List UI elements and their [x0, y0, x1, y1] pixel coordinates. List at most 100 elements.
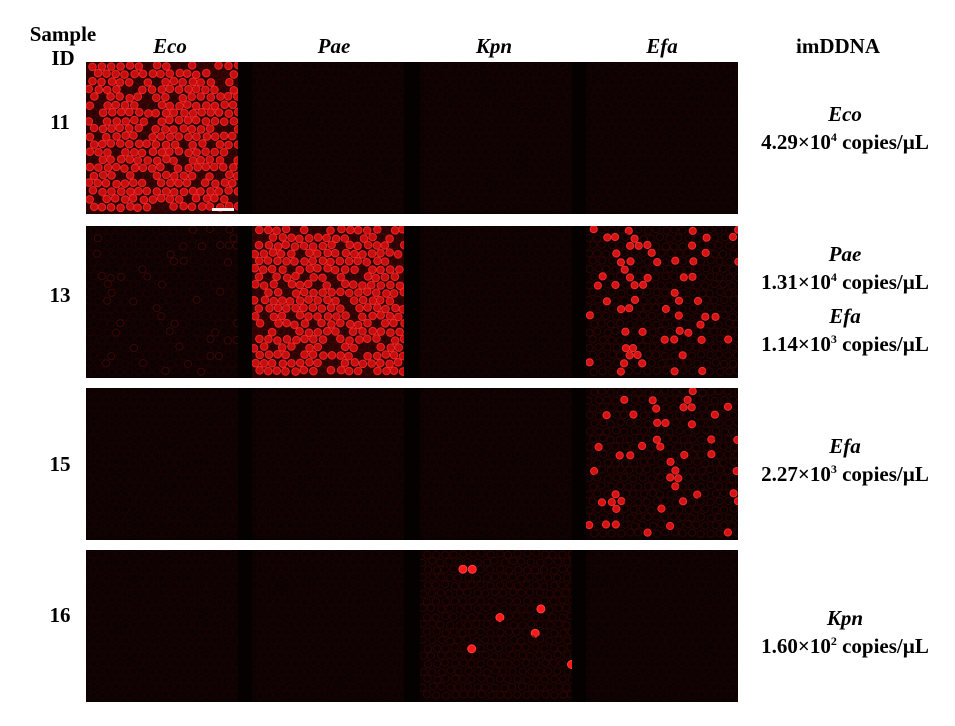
droplet [446, 311, 455, 321]
droplet [725, 202, 734, 211]
droplet [92, 249, 102, 258]
droplet [121, 636, 130, 645]
droplet [523, 513, 532, 522]
droplet [255, 62, 264, 71]
droplet [372, 241, 382, 250]
droplet [322, 132, 332, 141]
droplet [436, 558, 445, 567]
droplet [371, 419, 380, 428]
droplet [728, 232, 738, 242]
droplet [545, 426, 554, 435]
droplet [586, 70, 593, 79]
droplet [147, 457, 157, 466]
droplet [559, 628, 568, 637]
droplet [567, 403, 572, 412]
droplet [420, 668, 428, 677]
droplet [562, 85, 571, 94]
droplet [309, 273, 319, 282]
droplet [433, 203, 442, 212]
droplet [233, 366, 238, 375]
droplet [386, 163, 395, 172]
droplet [107, 187, 116, 196]
droplet [670, 288, 679, 297]
droplet [165, 162, 175, 172]
droplet [138, 442, 147, 451]
droplet [102, 265, 111, 274]
droplet [541, 93, 550, 102]
droplet [586, 604, 593, 613]
droplet [450, 366, 459, 376]
droplet [625, 123, 634, 133]
droplet [458, 305, 468, 314]
droplet [202, 588, 211, 597]
droplet [593, 603, 602, 613]
droplet [711, 505, 720, 515]
droplet [441, 388, 450, 396]
droplet [252, 263, 260, 273]
droplet [184, 459, 193, 468]
droplet [504, 403, 513, 412]
droplet [660, 581, 669, 590]
droplet [97, 418, 106, 427]
droplet [228, 683, 238, 692]
droplet [331, 395, 340, 404]
droplet [260, 411, 269, 420]
droplet [166, 619, 175, 628]
droplet [719, 264, 728, 273]
droplet [607, 77, 616, 87]
droplet [110, 620, 120, 629]
droplet [129, 521, 138, 530]
droplet [137, 178, 147, 188]
droplet [531, 288, 540, 297]
droplet [215, 498, 224, 507]
droplet [134, 76, 143, 85]
droplet [337, 691, 346, 700]
droplet [294, 604, 304, 613]
droplet [390, 156, 399, 165]
droplet [603, 194, 612, 203]
droplet [179, 612, 188, 621]
droplet [152, 388, 161, 397]
droplet [117, 107, 126, 117]
droplet [278, 296, 287, 305]
droplet [674, 116, 683, 125]
droplet [375, 295, 385, 305]
droplet [693, 327, 702, 336]
droplet [450, 92, 459, 101]
droplet [586, 490, 593, 499]
droplet [174, 520, 184, 529]
droplet [705, 226, 714, 234]
droplet [94, 457, 103, 466]
droplet [607, 336, 616, 345]
droplet [259, 249, 269, 259]
droplet [593, 194, 602, 203]
droplet [193, 249, 202, 258]
droplet [428, 682, 437, 691]
droplet [678, 550, 687, 559]
droplet [304, 234, 314, 243]
droplet [450, 242, 459, 251]
droplet [395, 636, 404, 645]
droplet [526, 521, 536, 530]
droplet [233, 187, 238, 196]
droplet [110, 359, 120, 368]
droplet [666, 100, 675, 109]
droplet [558, 482, 567, 491]
droplet [558, 613, 567, 622]
droplet [689, 597, 698, 606]
droplet [350, 163, 359, 173]
droplet [638, 116, 647, 125]
droplet [124, 512, 133, 522]
droplet [567, 675, 572, 685]
droplet [300, 77, 310, 87]
droplet [160, 675, 169, 685]
droplet [264, 288, 273, 297]
droplet [598, 256, 607, 265]
droplet [254, 93, 263, 102]
droplet [554, 100, 563, 109]
droplet [296, 194, 305, 203]
droplet [423, 335, 432, 344]
droplet [166, 442, 175, 451]
droplet [337, 642, 346, 652]
droplet [541, 480, 550, 490]
